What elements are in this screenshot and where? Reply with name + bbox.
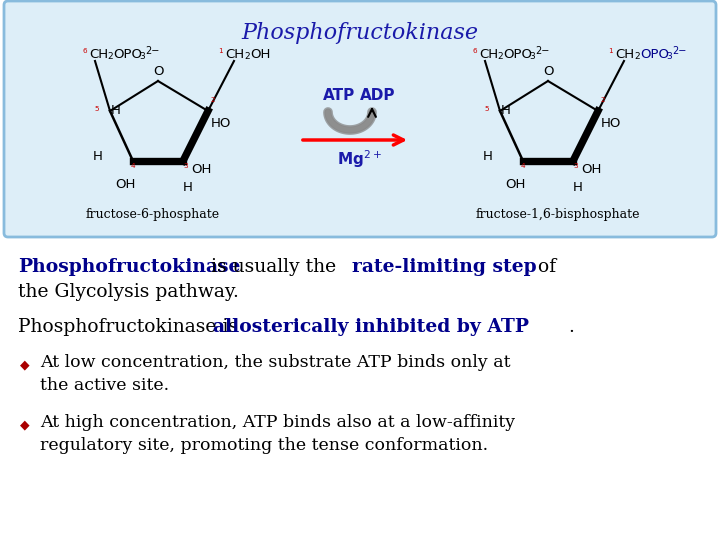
Text: allosterically inhibited by ATP: allosterically inhibited by ATP	[213, 318, 529, 336]
Text: $^6$: $^6$	[472, 48, 478, 58]
Text: $^2$: $^2$	[600, 97, 606, 107]
Text: O: O	[543, 65, 553, 78]
Text: OH: OH	[114, 178, 135, 191]
Text: Phosphofructokinase is: Phosphofructokinase is	[18, 318, 244, 336]
Text: H: H	[93, 150, 103, 163]
Text: the active site.: the active site.	[40, 377, 169, 394]
Text: CH: CH	[615, 48, 634, 61]
Text: Mg$^{2+}$: Mg$^{2+}$	[337, 148, 382, 170]
Text: ◆: ◆	[20, 358, 30, 371]
Text: OPO: OPO	[113, 48, 142, 61]
Text: H: H	[483, 150, 493, 163]
Text: 2: 2	[497, 52, 503, 61]
Text: ◆: ◆	[20, 418, 30, 431]
Text: $^4$: $^4$	[130, 163, 136, 173]
Text: fructose-6-phosphate: fructose-6-phosphate	[86, 208, 220, 221]
Text: O: O	[153, 65, 163, 78]
Text: CH: CH	[225, 48, 244, 61]
Text: OPO: OPO	[503, 48, 532, 61]
Text: regulatory site, promoting the tense conformation.: regulatory site, promoting the tense con…	[40, 437, 488, 454]
Text: HO: HO	[211, 117, 231, 130]
Text: 2−: 2−	[672, 46, 686, 56]
Text: $^1$: $^1$	[608, 48, 614, 58]
Text: $^1$: $^1$	[218, 48, 224, 58]
Text: H: H	[183, 181, 193, 194]
Text: 2−: 2−	[145, 46, 159, 56]
Text: $^4$: $^4$	[520, 163, 526, 173]
Text: .: .	[568, 318, 574, 336]
Text: $^5$: $^5$	[484, 106, 490, 116]
Text: 2−: 2−	[535, 46, 549, 56]
Text: CH: CH	[479, 48, 498, 61]
Text: OH: OH	[505, 178, 525, 191]
Text: Phosphofructokinase: Phosphofructokinase	[18, 258, 240, 276]
Text: OPO: OPO	[640, 48, 669, 61]
Text: 3: 3	[139, 52, 145, 61]
Text: HO: HO	[601, 117, 621, 130]
Text: fructose-1,6-bisphosphate: fructose-1,6-bisphosphate	[476, 208, 640, 221]
Text: the Glycolysis pathway.: the Glycolysis pathway.	[18, 283, 239, 301]
Text: CH: CH	[89, 48, 108, 61]
Text: 3: 3	[666, 52, 672, 61]
Text: 2: 2	[634, 52, 639, 61]
Text: Phosphofructokinase: Phosphofructokinase	[241, 22, 479, 44]
Text: OH: OH	[250, 48, 271, 61]
Text: $^6$: $^6$	[82, 48, 88, 58]
Text: At low concentration, the substrate ATP binds only at: At low concentration, the substrate ATP …	[40, 354, 510, 371]
Text: H: H	[501, 105, 511, 118]
Text: $^3$: $^3$	[183, 163, 189, 173]
Text: OH: OH	[191, 163, 212, 176]
Text: $^3$: $^3$	[573, 163, 579, 173]
Text: H: H	[573, 181, 583, 194]
Text: H: H	[111, 105, 121, 118]
Text: OH: OH	[581, 163, 601, 176]
Text: $^2$: $^2$	[210, 97, 216, 107]
Text: rate-limiting step: rate-limiting step	[352, 258, 536, 276]
Text: ATP: ATP	[323, 88, 355, 103]
Text: 2: 2	[244, 52, 250, 61]
FancyBboxPatch shape	[4, 1, 716, 237]
Text: 3: 3	[529, 52, 535, 61]
Text: At high concentration, ATP binds also at a low-affinity: At high concentration, ATP binds also at…	[40, 414, 515, 431]
Text: ADP: ADP	[360, 88, 395, 103]
Text: 2: 2	[107, 52, 112, 61]
Text: $^5$: $^5$	[94, 106, 100, 116]
Text: of: of	[532, 258, 556, 276]
Text: is usually the: is usually the	[205, 258, 342, 276]
